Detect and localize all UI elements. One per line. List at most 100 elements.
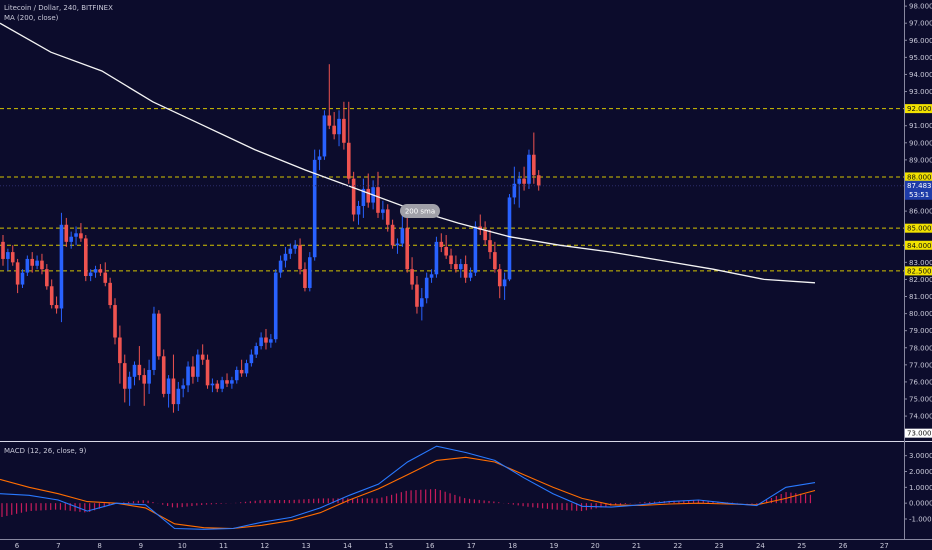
candle-body [420, 298, 424, 307]
current-price-label: 87.483 [907, 182, 932, 190]
time-tick-label: 6 [15, 542, 20, 550]
candle-body [497, 269, 502, 287]
candle-body [381, 209, 385, 213]
price-tick-label: 80.000 [909, 310, 932, 318]
candle-body [88, 272, 93, 277]
candle-body [152, 313, 156, 370]
bottom-price-tag [905, 428, 932, 438]
candle-body [234, 369, 239, 381]
candle-body [137, 364, 142, 376]
candle-body [400, 228, 405, 244]
time-tick-label: 24 [756, 542, 765, 550]
candle-body [346, 142, 351, 179]
candle-body [458, 264, 463, 270]
sma-annotation-bubble [400, 204, 440, 218]
signal-line [0, 456, 816, 530]
candle-body [361, 188, 366, 206]
candle-body [6, 252, 10, 259]
candle-body [191, 366, 195, 377]
level-price-tag [905, 223, 932, 233]
candle-body [176, 388, 181, 405]
price-tick-label: 76.000 [909, 378, 932, 386]
candle-body [25, 258, 30, 273]
candle-body [127, 376, 132, 389]
candle-body [444, 246, 448, 256]
candle-body [410, 269, 414, 285]
candle-body [108, 282, 112, 306]
level-price-label: 92.000 [907, 105, 932, 113]
candle-body [337, 118, 341, 135]
price-tick-label: 81.000 [909, 293, 932, 301]
candle-body [317, 156, 322, 160]
time-tick-label: 25 [797, 542, 806, 550]
time-tick-label: 10 [178, 542, 187, 550]
price-tick-label: 78.000 [909, 344, 932, 352]
candle-body [264, 337, 268, 343]
candle-body [376, 187, 380, 213]
macd-tick-label: 0.0000 [909, 500, 932, 508]
candle-body [74, 233, 78, 237]
candle-body [132, 364, 137, 377]
price-tick-label: 89.000 [909, 156, 932, 164]
countdown-label: 53:51 [909, 191, 929, 199]
price-tick-label: 94.000 [909, 71, 932, 79]
macd-tick-label: -1.0000 [909, 516, 932, 524]
time-tick-label: 18 [508, 542, 517, 550]
level-price-label: 88.000 [907, 173, 932, 181]
level-price-tag [905, 240, 932, 250]
macd-tick-label: 2.0000 [909, 468, 932, 476]
price-tick-label: 95.000 [909, 54, 932, 62]
time-tick-label: 16 [426, 542, 435, 550]
candle-body [303, 269, 307, 288]
macd-line [0, 445, 816, 530]
time-tick-label: 9 [139, 542, 143, 550]
candle-body [205, 359, 210, 386]
candle-body [259, 337, 263, 347]
candle-body [293, 245, 297, 249]
price-tick-label: 77.000 [909, 361, 932, 369]
candle-body [273, 272, 278, 340]
candle-body [493, 252, 497, 270]
price-tick-label: 83.000 [909, 259, 932, 267]
time-tick-label: 14 [343, 542, 352, 550]
candle-body [186, 366, 190, 386]
candle-body [424, 277, 429, 299]
candle-body [196, 354, 200, 377]
time-tick-label: 26 [839, 542, 848, 550]
level-price-tag [905, 104, 932, 114]
candle-body [312, 159, 317, 258]
time-tick-label: 20 [591, 542, 600, 550]
candle-body [166, 378, 171, 394]
candle-body [40, 260, 44, 270]
candle-body [366, 188, 371, 203]
candle-body [327, 115, 332, 126]
candle-body [405, 228, 410, 270]
candle-body [429, 274, 434, 278]
bottom-price-label: 73.000 [907, 430, 932, 438]
macd-tick-label: 3.0000 [909, 452, 932, 460]
candle-body [308, 257, 312, 288]
candle-body [15, 262, 20, 285]
macd-tick-label: 1.0000 [909, 484, 932, 492]
price-tick-label: 75.000 [909, 396, 932, 404]
candle-body [351, 178, 356, 215]
candle-body [522, 178, 526, 184]
candle-body [69, 236, 73, 242]
level-price-tag [905, 172, 932, 182]
candle-body [113, 305, 117, 338]
candle-body [103, 272, 108, 283]
candle-body [342, 118, 346, 143]
time-tick-label: 17 [467, 542, 476, 550]
time-tick-label: 15 [384, 542, 393, 550]
candle-body [288, 248, 293, 254]
candle-body [210, 383, 215, 386]
candle-body [254, 346, 259, 355]
price-tick-label: 91.000 [909, 122, 932, 130]
time-tick-label: 8 [97, 542, 101, 550]
candle-body [30, 258, 35, 266]
level-price-label: 84.000 [907, 242, 932, 250]
candle-body [122, 363, 127, 389]
candle-body [147, 369, 151, 384]
candle-body [215, 383, 220, 389]
